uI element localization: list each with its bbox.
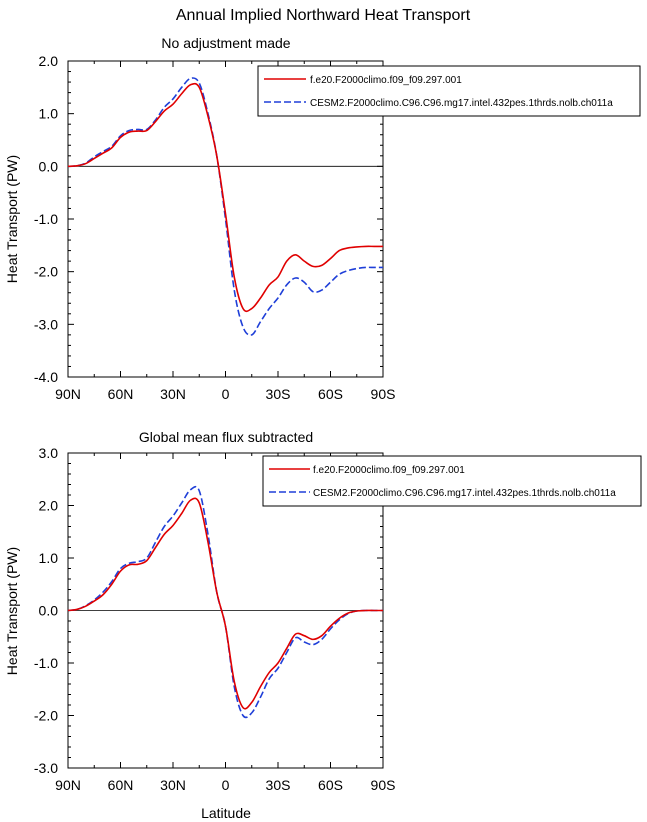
legend-box [257,65,641,117]
x-tick-label: 60N [108,777,134,793]
x-tick-label: 0 [222,386,230,402]
y-tick-label: 3.0 [39,445,59,461]
panel-top-ticks: 90N 60N 30N 0 30S 60S 90S 2.0 1.0 0.0 -1.0 -2.0 -3.0… [34,53,396,402]
panel-top-ylabel: Heat Transport (PW) [4,155,20,283]
panel-top-title: No adjustment made [161,35,290,51]
legend-label: CESM2.F2000climo.C96.C96.mg17.intel.432p… [313,488,616,499]
y-tick-label: 1.0 [39,106,59,122]
legend-label: f.e20.F2000climo.f09_f09.297.001 [313,465,465,476]
panel-bottom-xlabel: Latitude [201,805,251,821]
y-tick-label: -3.0 [34,760,58,776]
x-tick-label: 60N [108,386,134,402]
legend-label: CESM2.F2000climo.C96.C96.mg17.intel.432p… [310,98,613,109]
panel-top-series [67,77,384,336]
y-tick-label: -1.0 [34,655,58,671]
panel-bottom-series [67,485,383,719]
y-tick-label: 0.0 [39,603,59,619]
panel-bottom: Global mean flux subtracted 90N 60N 30N 0 30… [4,429,642,821]
x-tick-label: 30S [266,386,291,402]
y-tick-label: 2.0 [39,498,59,514]
panel-top-legend: f.e20.F2000climo.f09_f09.297.001 CESM2.F… [257,65,641,117]
x-tick-label: 30N [160,386,186,402]
panel-bottom-ticks: 90N 60N 30N 0 30S 60S 90S 3.0 2.0 1.0 0.0 -1.0 -2.0 -… [34,445,396,793]
y-tick-label: 0.0 [39,158,59,174]
y-tick-label: -2.0 [34,264,58,280]
x-tick-label: 60S [318,386,343,402]
y-tick-label: 1.0 [39,550,59,566]
x-tick-label: 90S [371,777,396,793]
panel-bottom-ylabel: Heat Transport (PW) [4,547,20,675]
panel-top: No adjustment made 90N 60N 30N 0 30S 60S 90S 2.… [4,35,641,402]
y-tick-label: -3.0 [34,316,58,332]
x-tick-label: 60S [318,777,343,793]
y-tick-label: 2.0 [39,53,59,69]
y-tick-label: -2.0 [34,708,58,724]
y-tick-label: -4.0 [34,369,58,385]
x-tick-label: 0 [222,777,230,793]
panel-bottom-legend: f.e20.F2000climo.f09_f09.297.001 CESM2.F… [262,455,642,507]
legend-label: f.e20.F2000climo.f09_f09.297.001 [310,75,462,86]
x-tick-label: 90S [371,386,396,402]
panel-bottom-title: Global mean flux subtracted [139,429,313,445]
x-tick-label: 30N [160,777,186,793]
legend-box [262,455,642,507]
series-line [67,82,384,313]
figure-title: Annual Implied Northward Heat Transport [176,7,471,24]
y-tick-label: -1.0 [34,211,58,227]
x-tick-label: 30S [266,777,291,793]
series-line [67,497,383,710]
series-line [67,77,383,336]
series-line [67,485,383,719]
x-tick-label: 90N [55,386,81,402]
x-tick-label: 90N [55,777,81,793]
